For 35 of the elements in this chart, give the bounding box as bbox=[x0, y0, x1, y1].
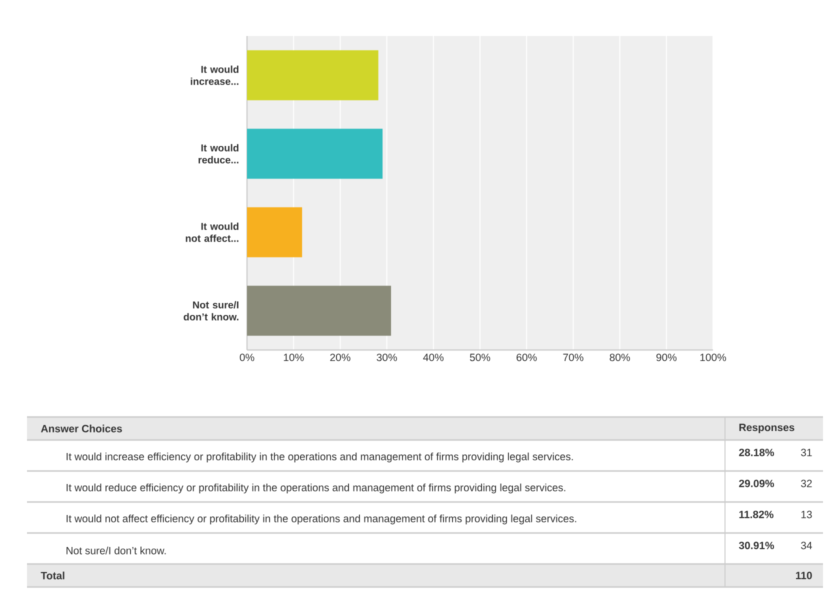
y-tick-label: It would reduce... bbox=[198, 144, 238, 164]
x-tick-label: 20% bbox=[330, 354, 350, 362]
text: 31 bbox=[801, 448, 812, 456]
text: It would reduce efficiency or profitability in the operations and management of firms providing legal services. bbox=[66, 484, 566, 494]
text: 30.91% bbox=[738, 542, 774, 550]
x-tick-label: 30% bbox=[376, 354, 397, 362]
text: 34 bbox=[801, 542, 812, 550]
text: It would increase efficiency or profitability in the operations and management of firms providing legal services. bbox=[66, 452, 573, 462]
text: 110 bbox=[796, 572, 812, 580]
x-tick-label: 40% bbox=[423, 354, 444, 362]
text: Responses bbox=[739, 424, 794, 434]
y-tick-label: It would increase... bbox=[190, 66, 238, 85]
text: Answer Choices bbox=[40, 424, 122, 432]
text: 11.82% bbox=[739, 510, 774, 518]
y-tick-label: It would not affect... bbox=[186, 222, 238, 242]
text: Total bbox=[40, 572, 64, 580]
text: 13 bbox=[801, 510, 812, 518]
x-tick-label: 70% bbox=[563, 354, 584, 362]
x-tick-label: 50% bbox=[470, 354, 490, 362]
text: It would not affect efficiency or profitability in the operations and management of firms providing legal services. bbox=[66, 514, 576, 524]
bar bbox=[247, 50, 378, 100]
x-tick-label: 90% bbox=[656, 354, 677, 362]
bar bbox=[247, 286, 392, 336]
bar bbox=[247, 128, 383, 179]
x-tick-label: 80% bbox=[610, 354, 630, 362]
bar bbox=[247, 207, 302, 258]
x-tick-label: 60% bbox=[516, 354, 537, 362]
x-tick-label: 0% bbox=[240, 354, 254, 362]
text: 29.09% bbox=[739, 480, 774, 488]
text: Not sure/I don’t know. bbox=[66, 546, 166, 554]
text: 28.18% bbox=[739, 448, 774, 456]
x-tick-label: 10% bbox=[284, 354, 304, 362]
x-tick-label: 100% bbox=[700, 354, 726, 362]
y-tick-label: Not sure/I don’t know. bbox=[184, 301, 238, 320]
text: 32 bbox=[801, 480, 812, 488]
